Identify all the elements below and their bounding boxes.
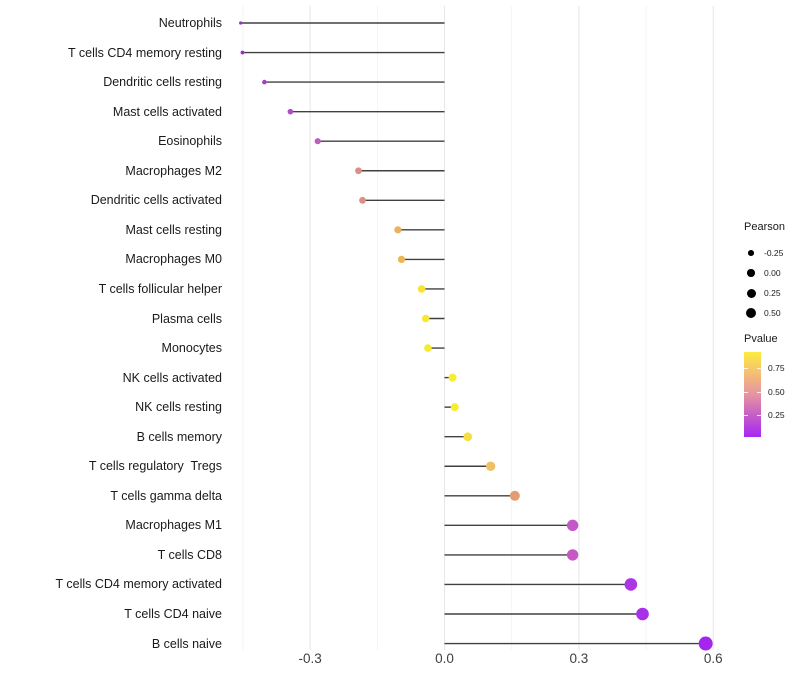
colorbar-tick	[757, 415, 761, 416]
pvalue-tick-label: 0.50	[768, 386, 785, 397]
x-tick-label: -0.3	[298, 651, 322, 666]
size-dot-icon	[747, 269, 755, 277]
row-label: Dendritic cells resting	[103, 74, 222, 89]
pearson-legend-item-label: -0.25	[764, 247, 784, 258]
row-label: NK cells activated	[122, 370, 222, 385]
row-label: B cells naive	[151, 636, 222, 651]
row-label: Mast cells activated	[112, 104, 222, 119]
pearson-legend-item: 0.50	[744, 303, 785, 323]
pearson-legend-item-label: 0.50	[764, 307, 781, 318]
lollipop-dot	[421, 314, 430, 323]
lollipop-dot	[698, 636, 713, 651]
lollipop-dot	[624, 578, 638, 591]
row-label: T cells CD4 naive	[124, 606, 222, 621]
pearson-legend-item: 0.00	[744, 263, 785, 283]
pearson-legend-item: -0.25	[744, 243, 785, 263]
colorbar-tick	[757, 392, 761, 393]
x-tick-label: 0.0	[435, 651, 454, 666]
pvalue-colorbar: 0.75 0.50 0.25	[744, 352, 785, 437]
row-label: Macrophages M1	[125, 518, 222, 533]
lollipop-dot	[450, 403, 459, 412]
lollipop-dot	[287, 108, 294, 115]
colorbar-tick	[744, 415, 748, 416]
pvalue-color-legend: Pvalue 0.75 0.50 0.25	[744, 333, 785, 437]
size-dot-icon	[748, 250, 754, 256]
colorbar-tick	[757, 368, 761, 369]
row-label: T cells CD4 memory resting	[68, 45, 222, 60]
row-label: Plasma cells	[151, 311, 222, 326]
row-label: T cells gamma delta	[110, 488, 222, 503]
lollipop-dot	[636, 607, 649, 621]
lollipop-dot	[239, 21, 243, 25]
row-label: Dendritic cells activated	[90, 193, 222, 208]
lollipop-dot	[394, 226, 402, 234]
pearson-legend-item: 0.25	[744, 283, 785, 303]
lollipop-dot	[509, 490, 520, 501]
pearson-legend-items: -0.25 0.00 0.25 0.50	[744, 243, 785, 323]
row-label: T cells CD4 memory activated	[55, 577, 223, 592]
row-label: Macrophages M2	[125, 163, 222, 178]
row-label: B cells memory	[136, 429, 222, 444]
row-label: Eosinophils	[158, 133, 222, 148]
pearson-legend-title: Pearson	[744, 221, 785, 233]
lollipop-dot	[448, 373, 457, 382]
pearson-legend-item-label: 0.00	[764, 267, 781, 278]
lollipop-dot	[424, 344, 432, 352]
lollipop-dot	[240, 50, 245, 55]
lollipop-dot	[566, 549, 579, 561]
lollipop-dot	[417, 285, 426, 293]
x-tick-label: 0.6	[703, 651, 723, 666]
lollipop-dot	[485, 461, 496, 471]
row-label: Mast cells resting	[125, 222, 222, 237]
pvalue-legend-title: Pvalue	[744, 333, 778, 345]
pvalue-tick-label: 0.25	[768, 409, 785, 420]
x-tick-label: 0.3	[569, 651, 589, 666]
pearson-legend-item-label: 0.25	[764, 287, 781, 298]
lollipop-dot	[566, 519, 579, 532]
pearson-size-legend: Pearson -0.25 0.00 0.25 0.50	[744, 221, 785, 323]
colorbar-tick	[744, 392, 748, 393]
row-label: Neutrophils	[158, 15, 222, 30]
row-label: T cells follicular helper	[98, 281, 222, 296]
row-label: T cells CD8	[157, 547, 222, 562]
lollipop-dot	[355, 167, 362, 175]
row-label: NK cells resting	[135, 399, 222, 414]
pvalue-tick-label: 0.75	[768, 362, 785, 373]
lollipop-dot	[463, 432, 473, 442]
colorbar-tick	[744, 368, 748, 369]
lollipop-dot	[359, 196, 366, 204]
lollipop-dot	[262, 79, 267, 85]
lollipop-dot	[314, 138, 321, 145]
row-label: Macrophages M0	[125, 252, 222, 267]
lollipop-dot	[397, 255, 406, 263]
size-dot-icon	[745, 307, 757, 319]
row-label: Monocytes	[161, 340, 222, 355]
size-dot-icon	[746, 288, 756, 298]
row-label: T cells regulatory Tregs	[88, 459, 222, 473]
